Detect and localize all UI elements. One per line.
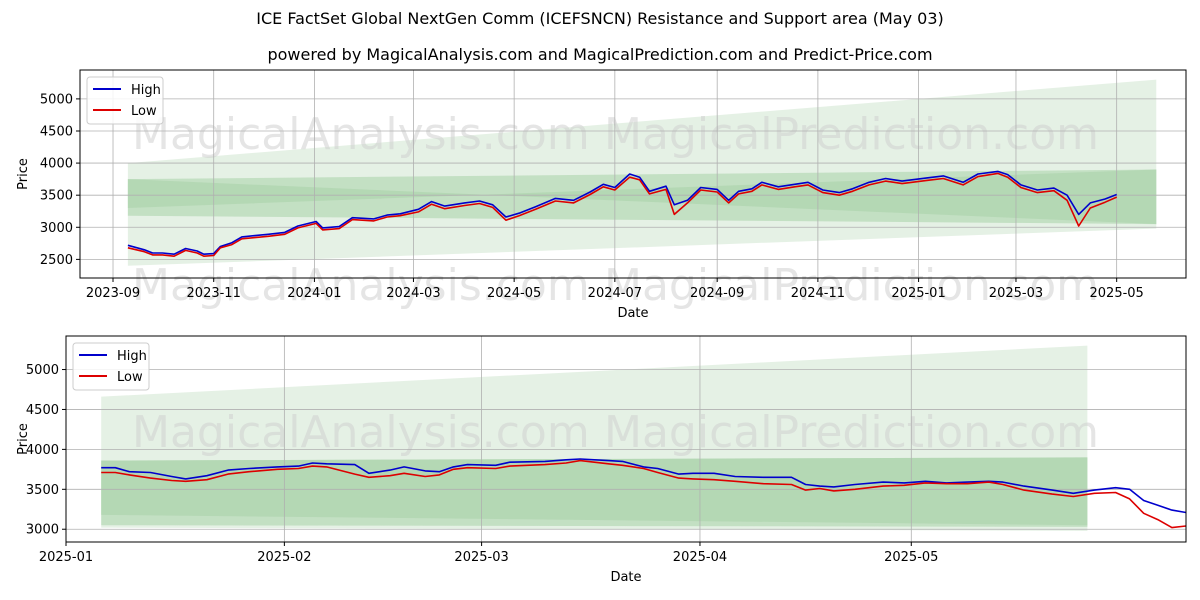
x-tick-label: 2025-03: [989, 286, 1043, 301]
plot-frame: [79, 69, 1187, 279]
y-tick-label: 5000: [26, 363, 59, 378]
chart-title: ICE FactSet Global NextGen Comm (ICEFSNC…: [256, 9, 944, 28]
legend-label-low: Low: [131, 104, 157, 119]
series-line-low: [101, 459, 1186, 529]
plot-area-2: [101, 345, 1088, 531]
x-tick-label: 2024-01: [287, 286, 341, 301]
series-line-high: [101, 458, 1186, 514]
y-tick-label: 4000: [26, 443, 59, 458]
series-group: [101, 458, 1186, 529]
x-tick-label: 2025-03: [454, 550, 508, 565]
x-tick-label: 2025-05: [884, 550, 938, 565]
y-axis-label: Price: [16, 423, 31, 455]
series-line-low: [127, 172, 1118, 257]
x-tick-label: 2023-09: [86, 286, 140, 301]
x-tick-label: 2024-09: [690, 286, 744, 301]
watermark-text: MagicalPrediction.com: [604, 109, 1099, 160]
x-tick-label: 2023-11: [187, 286, 241, 301]
y-tick-label: 4000: [40, 157, 73, 172]
y-tick-label: 4500: [26, 403, 59, 418]
x-axis-label: Date: [610, 570, 641, 585]
x-tick-label: 2025-05: [1090, 286, 1144, 301]
series-group: [127, 170, 1118, 257]
chart-subtitle: powered by MagicalAnalysis.com and Magic…: [267, 45, 933, 64]
y-tick-label: 4500: [40, 124, 73, 139]
legend-label-low: Low: [117, 370, 143, 385]
y-tick-label: 2500: [40, 253, 73, 268]
plot-frame: [65, 335, 1187, 543]
y-tick-label: 3000: [40, 221, 73, 236]
x-tick-label: 2024-11: [791, 286, 845, 301]
band-inner2: [101, 457, 1088, 527]
watermark-text: MagicalAnalysis.com: [132, 407, 590, 458]
series-line-high: [127, 170, 1117, 255]
watermark-text: MagicalPrediction.com: [604, 260, 1099, 311]
watermark-text: MagicalAnalysis.com: [132, 109, 590, 160]
y-tick-label: 3000: [26, 523, 59, 538]
x-tick-label: 2024-05: [487, 286, 541, 301]
x-tick-label: 2024-03: [386, 286, 440, 301]
y-tick-label: 3500: [40, 189, 73, 204]
y-tick-label: 5000: [40, 92, 73, 107]
watermark-text: MagicalPrediction.com: [604, 407, 1099, 458]
legend-label-high: High: [117, 349, 147, 364]
legend: High Low: [86, 76, 164, 125]
x-axis-label: Date: [617, 306, 648, 321]
x-tick-label: 2025-01: [39, 550, 93, 565]
legend-label-high: High: [131, 83, 161, 98]
x-tick-label: 2025-01: [891, 286, 945, 301]
y-tick-label: 3500: [26, 483, 59, 498]
y-axis-label: Price: [16, 158, 31, 190]
watermark-text: MagicalAnalysis.com: [132, 260, 590, 311]
legend: High Low: [72, 342, 150, 391]
x-tick-label: 2025-04: [673, 550, 727, 565]
x-tick-label: 2024-07: [588, 286, 642, 301]
x-tick-label: 2025-02: [257, 550, 311, 565]
